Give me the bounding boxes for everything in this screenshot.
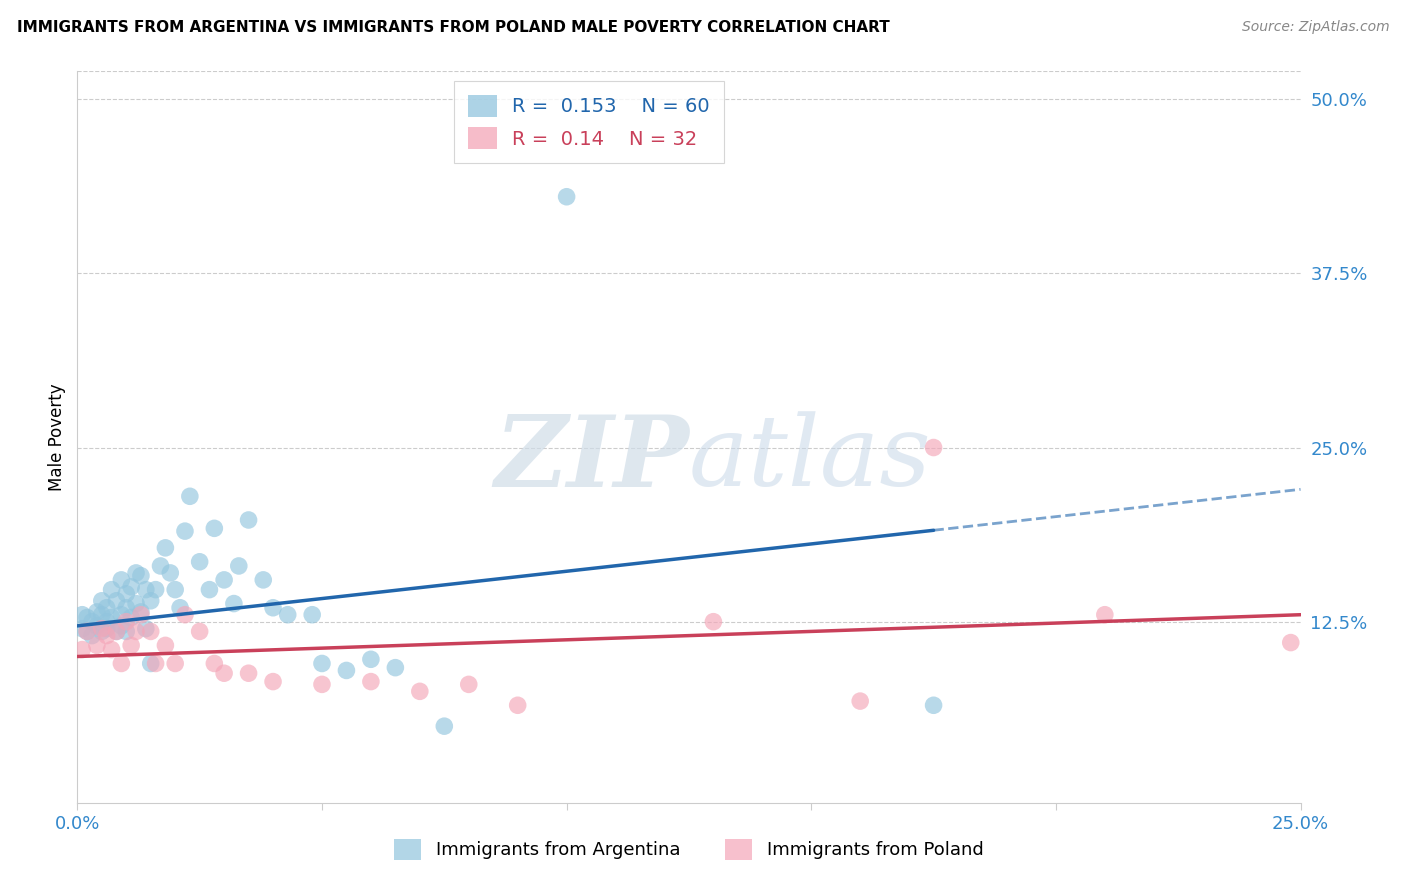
Point xyxy=(90,622,112,636)
Point xyxy=(174,607,197,622)
Point xyxy=(555,190,578,204)
Point xyxy=(311,677,333,691)
Point xyxy=(238,666,260,681)
Point xyxy=(86,605,108,619)
Point xyxy=(335,664,357,678)
Point xyxy=(80,629,103,643)
Point xyxy=(165,582,187,597)
Point xyxy=(433,719,456,733)
Point xyxy=(409,684,432,698)
Point xyxy=(301,607,323,622)
Text: atlas: atlas xyxy=(689,411,932,507)
Text: ZIP: ZIP xyxy=(494,411,689,508)
Point xyxy=(228,558,250,573)
Point xyxy=(70,642,93,657)
Text: Source: ZipAtlas.com: Source: ZipAtlas.com xyxy=(1241,20,1389,34)
Point xyxy=(115,624,138,639)
Point xyxy=(125,566,148,580)
Point xyxy=(96,622,118,636)
Point xyxy=(188,555,211,569)
Point xyxy=(202,657,225,671)
Point xyxy=(105,594,128,608)
Point xyxy=(360,674,382,689)
Point xyxy=(115,615,138,629)
Point xyxy=(149,558,172,573)
Point xyxy=(145,657,167,671)
Point xyxy=(110,619,132,633)
Point xyxy=(129,605,152,619)
Point xyxy=(145,582,167,597)
Point xyxy=(169,600,191,615)
Point xyxy=(70,622,93,636)
Legend: Immigrants from Argentina, Immigrants from Poland: Immigrants from Argentina, Immigrants fr… xyxy=(387,831,991,867)
Point xyxy=(80,615,103,629)
Point xyxy=(139,624,162,639)
Y-axis label: Male Poverty: Male Poverty xyxy=(48,384,66,491)
Point xyxy=(100,642,122,657)
Point xyxy=(105,624,128,639)
Point xyxy=(506,698,529,713)
Point xyxy=(110,573,132,587)
Point xyxy=(120,580,142,594)
Point xyxy=(129,607,152,622)
Point xyxy=(165,657,187,671)
Point xyxy=(105,624,128,639)
Point xyxy=(262,600,284,615)
Point xyxy=(120,639,142,653)
Point xyxy=(96,629,118,643)
Point xyxy=(135,582,157,597)
Point xyxy=(384,660,406,674)
Point xyxy=(849,694,872,708)
Point xyxy=(238,513,260,527)
Point xyxy=(262,674,284,689)
Point xyxy=(212,573,235,587)
Point xyxy=(115,600,138,615)
Point xyxy=(125,597,148,611)
Point xyxy=(96,615,118,629)
Point xyxy=(125,624,148,639)
Point xyxy=(188,624,211,639)
Point xyxy=(76,624,98,639)
Point xyxy=(70,607,93,622)
Point xyxy=(129,568,152,582)
Point xyxy=(86,619,108,633)
Point xyxy=(174,524,197,538)
Point xyxy=(155,639,177,653)
Point xyxy=(311,657,333,671)
Point xyxy=(922,698,945,713)
Point xyxy=(100,582,122,597)
Point xyxy=(120,610,142,624)
Point xyxy=(457,677,479,691)
Point xyxy=(252,573,274,587)
Point xyxy=(139,657,162,671)
Point xyxy=(135,622,157,636)
Point xyxy=(179,489,201,503)
Point xyxy=(198,582,221,597)
Point xyxy=(90,594,112,608)
Point xyxy=(139,594,162,608)
Point xyxy=(115,587,138,601)
Point xyxy=(222,597,245,611)
Point xyxy=(155,541,177,555)
Point xyxy=(202,521,225,535)
Point xyxy=(159,566,181,580)
Point xyxy=(212,666,235,681)
Point xyxy=(277,607,299,622)
Point xyxy=(76,624,98,639)
Point xyxy=(96,600,118,615)
Point xyxy=(90,624,112,639)
Text: IMMIGRANTS FROM ARGENTINA VS IMMIGRANTS FROM POLAND MALE POVERTY CORRELATION CHA: IMMIGRANTS FROM ARGENTINA VS IMMIGRANTS … xyxy=(17,20,890,35)
Point xyxy=(86,639,108,653)
Point xyxy=(110,607,132,622)
Point xyxy=(90,607,112,622)
Point xyxy=(1279,635,1302,649)
Point xyxy=(702,615,724,629)
Point xyxy=(1094,607,1116,622)
Point xyxy=(100,610,122,624)
Point xyxy=(922,441,945,455)
Point xyxy=(76,610,98,624)
Point xyxy=(110,657,132,671)
Point xyxy=(360,652,382,666)
